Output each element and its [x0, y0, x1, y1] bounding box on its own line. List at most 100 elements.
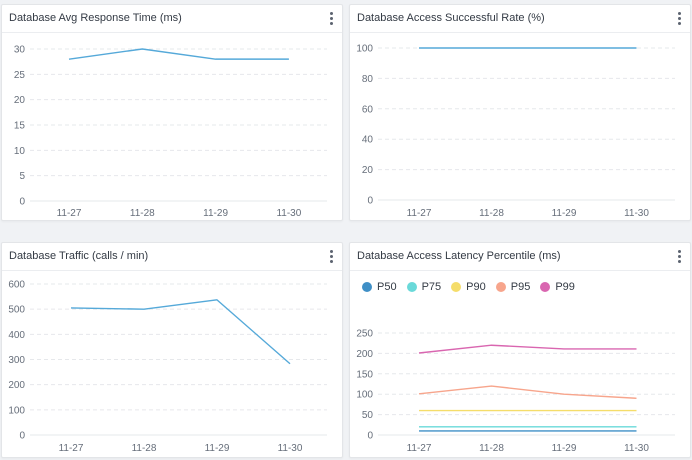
data-point[interactable]: [489, 384, 494, 389]
data-point[interactable]: [417, 408, 422, 413]
access-successful-rate-panel: Database Access Successful Rate (%) 0 20 4…: [349, 4, 691, 221]
data-point[interactable]: [489, 46, 494, 51]
legend-dot-icon: [406, 282, 417, 292]
access-successful-rate-chart: 0 20 40 60 80 100 11-27 11-28 11-29 11-30: [356, 44, 675, 219]
y-tick-label: 0: [367, 196, 373, 207]
y-tick-label: 100: [8, 405, 25, 416]
legend-item-p75[interactable]: P75: [406, 281, 442, 293]
legend-label: P75: [421, 281, 442, 293]
data-point[interactable]: [634, 424, 639, 429]
x-tick-label: 11-29: [552, 208, 577, 219]
x-tick-label: 11-29: [552, 443, 577, 454]
series-line-p99[interactable]: [418, 344, 637, 354]
panel-header: Database Access Successful Rate (%): [350, 5, 690, 33]
latency-percentile-panel: Database Access Latency Percentile (ms) …: [349, 242, 691, 458]
legend-dot-icon: [495, 282, 506, 292]
x-tick-label: 11-29: [203, 208, 228, 219]
data-point[interactable]: [562, 392, 567, 397]
data-point[interactable]: [67, 57, 72, 62]
y-tick-label: 100: [356, 390, 373, 401]
y-tick-label: 500: [8, 305, 25, 316]
x-tick-label: 11-30: [624, 443, 649, 454]
more-vertical-icon[interactable]: [326, 249, 336, 265]
more-vertical-icon[interactable]: [326, 11, 336, 27]
data-point[interactable]: [634, 408, 639, 413]
data-point[interactable]: [562, 424, 567, 429]
legend-item-p99[interactable]: P99: [540, 281, 575, 293]
legend-label: P90: [466, 281, 486, 293]
panel-header: Database Avg Response Time (ms): [2, 5, 342, 33]
x-tick-label: 11-28: [479, 208, 504, 219]
y-tick-label: 400: [8, 330, 25, 341]
database-traffic-chart: 0 100 200 300 400 500 600 11-27 11-28 11-29 11-30: [8, 280, 327, 454]
legend-dot-icon: [451, 282, 462, 292]
x-tick-label: 11-27: [407, 208, 432, 219]
y-tick-label: 100: [356, 44, 373, 55]
x-tick-label: 11-29: [205, 443, 230, 454]
data-point[interactable]: [417, 46, 422, 51]
data-point[interactable]: [215, 297, 220, 302]
y-tick-label: 40: [362, 135, 374, 146]
database-traffic-panel: Database Traffic (calls / min) 0 100 200 30…: [1, 242, 343, 458]
panel-title: Database Traffic (calls / min): [9, 250, 149, 262]
y-tick-label: 0: [19, 431, 25, 442]
panel-header: Database Access Latency Percentile (ms): [350, 243, 690, 271]
data-point[interactable]: [634, 346, 639, 351]
data-point[interactable]: [489, 408, 494, 413]
data-point[interactable]: [562, 346, 567, 351]
data-point[interactable]: [288, 361, 293, 366]
data-point[interactable]: [213, 57, 218, 62]
data-point[interactable]: [140, 47, 145, 52]
more-vertical-icon[interactable]: [674, 11, 684, 27]
legend-label: P50: [377, 281, 397, 293]
series-line[interactable]: [70, 299, 291, 365]
panel-title: Database Access Successful Rate (%): [357, 12, 545, 24]
x-tick-label: 11-28: [479, 443, 504, 454]
x-tick-label: 11-30: [624, 208, 649, 219]
y-tick-label: 300: [8, 355, 25, 366]
series-line[interactable]: [68, 48, 289, 60]
legend-dot-icon: [362, 282, 372, 292]
y-tick-label: 30: [14, 45, 26, 56]
data-point[interactable]: [489, 424, 494, 429]
series-line-p95[interactable]: [418, 385, 637, 399]
data-point[interactable]: [562, 46, 567, 51]
latency-percentile-chart: 0 50 100 150 200 250 11-27 11-28 11-29 11-30: [356, 329, 675, 454]
data-point[interactable]: [69, 305, 74, 310]
x-tick-label: 11-28: [132, 443, 157, 454]
x-tick-label: 11-27: [57, 208, 82, 219]
y-tick-label: 50: [362, 410, 374, 421]
legend-item-p95[interactable]: P95: [495, 281, 530, 293]
data-point[interactable]: [562, 408, 567, 413]
data-point[interactable]: [489, 343, 494, 348]
data-point[interactable]: [142, 307, 147, 312]
legend-item-p50[interactable]: P50: [362, 281, 397, 293]
y-tick-label: 250: [356, 329, 373, 340]
panel-title: Database Avg Response Time (ms): [9, 12, 182, 24]
y-tick-label: 25: [14, 70, 26, 81]
y-tick-label: 0: [19, 197, 25, 208]
panel-header: Database Traffic (calls / min): [2, 243, 342, 271]
chart-legend: P50 P75 P90 P95 P99: [362, 280, 585, 294]
legend-item-p90[interactable]: P90: [451, 281, 486, 293]
y-tick-label: 15: [14, 121, 26, 132]
y-tick-label: 600: [8, 280, 25, 291]
data-point[interactable]: [417, 424, 422, 429]
y-tick-label: 10: [14, 146, 26, 157]
y-tick-label: 5: [19, 171, 25, 182]
data-point[interactable]: [417, 391, 422, 396]
more-vertical-icon[interactable]: [674, 249, 684, 265]
x-tick-label: 11-28: [130, 208, 155, 219]
x-tick-label: 11-30: [278, 443, 303, 454]
x-tick-label: 11-27: [407, 443, 432, 454]
data-point[interactable]: [634, 46, 639, 51]
legend-label: P99: [555, 281, 575, 293]
y-tick-label: 60: [362, 104, 374, 115]
legend-dot-icon: [540, 282, 551, 292]
data-point[interactable]: [417, 350, 422, 355]
y-tick-label: 0: [367, 431, 373, 442]
panel-title: Database Access Latency Percentile (ms): [357, 250, 561, 262]
data-point[interactable]: [634, 396, 639, 401]
avg-response-time-chart: 0 5 10 15 20 25 30 11-27 11-28 11-29 11-30: [14, 45, 327, 219]
data-point[interactable]: [286, 57, 291, 62]
